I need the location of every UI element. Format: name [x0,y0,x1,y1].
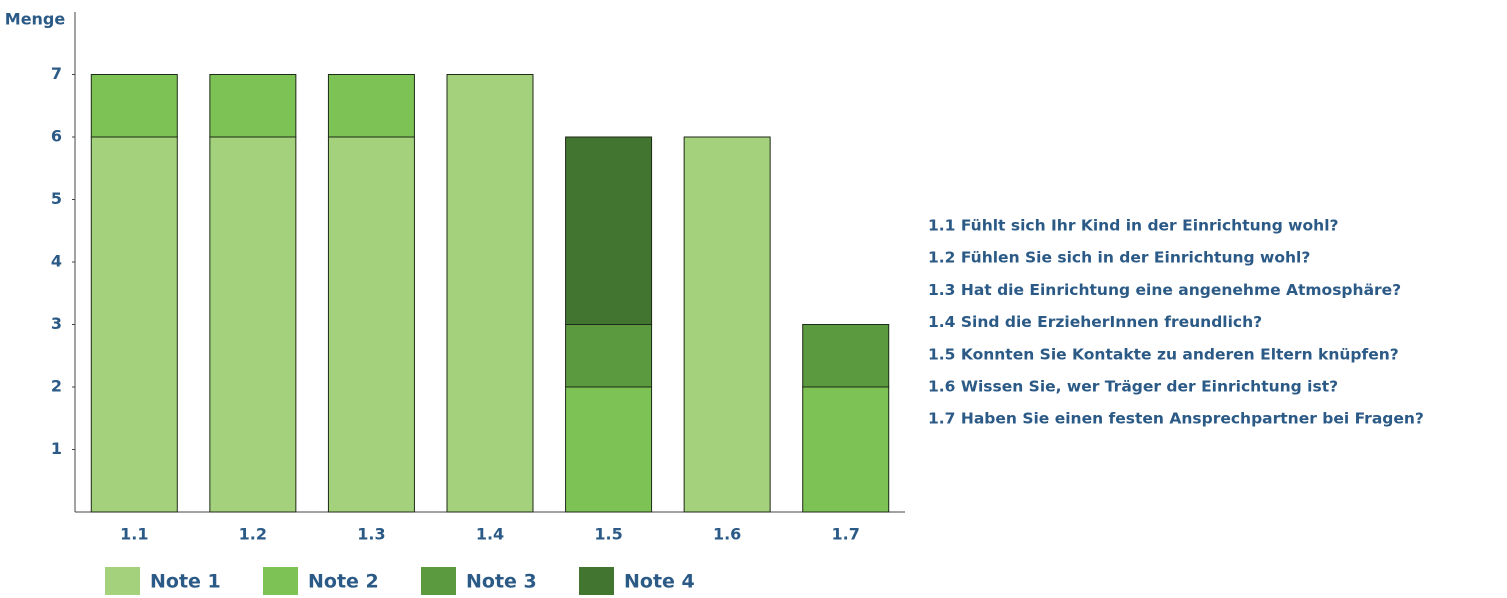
bar-segment [446,74,534,513]
legend-label: Note 2 [308,571,379,593]
x-tick-label: 1.4 [476,525,504,544]
bar-segment [565,324,653,388]
x-tick-label: 1.6 [713,525,741,544]
y-tick-label: 2 [51,377,62,396]
y-axis-label: Menge [5,10,66,29]
x-tick-label: 1.2 [239,525,267,544]
question: 1.2 Fühlen Sie sich in der Einrichtung w… [928,249,1310,267]
question: 1.6 Wissen Sie, wer Träger der Einrichtu… [928,378,1338,396]
question: 1.4 Sind die ErzieherInnen freundlich? [928,313,1262,331]
legend-label: Note 4 [624,571,695,593]
question: 1.7 Haben Sie einen festen Ansprechpartn… [928,410,1424,428]
x-tick-label: 1.5 [594,525,622,544]
y-tick-label: 1 [51,439,62,458]
bar-segment [802,324,890,388]
bar-segment [327,136,415,513]
y-tick-label: 5 [51,189,62,208]
y-tick-label: 3 [51,314,62,333]
bar-segment [90,74,178,138]
y-tick-label: 7 [51,64,62,83]
legend-label: Note 3 [466,571,537,593]
legend-swatch [421,567,456,595]
bar-segment [209,136,297,513]
bar-segment [90,136,178,513]
bar-segment [802,386,890,513]
legend-swatch [263,567,298,595]
question: 1.3 Hat die Einrichtung eine angenehme A… [928,281,1401,299]
legend-label: Note 1 [150,571,221,593]
x-tick-label: 1.1 [120,525,148,544]
bar-segment [565,136,653,325]
bar-segment [683,136,771,513]
x-tick-label: 1.3 [357,525,385,544]
legend-swatch [579,567,614,595]
x-tick-label: 1.7 [832,525,860,544]
question: 1.5 Konnten Sie Kontakte zu anderen Elte… [928,345,1399,363]
bar-segment [327,74,415,138]
y-tick-label: 4 [51,252,62,271]
question: 1.1 Fühlt sich Ihr Kind in der Einrichtu… [928,217,1339,235]
bar-segment [565,386,653,513]
y-tick-label: 6 [51,127,62,146]
bar-segment [209,74,297,138]
legend-swatch [105,567,140,595]
